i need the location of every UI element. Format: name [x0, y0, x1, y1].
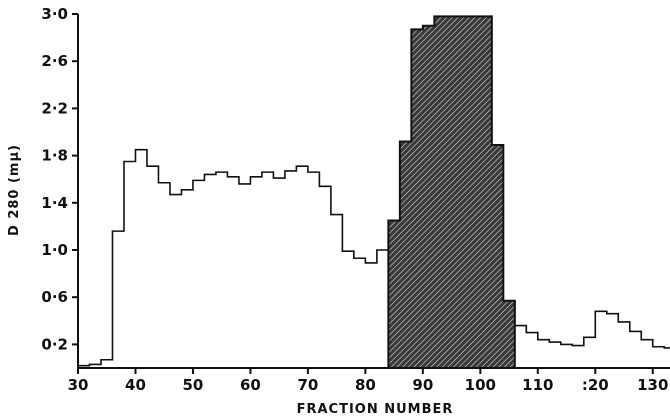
x-tick-label: 110	[522, 376, 553, 394]
plot-area	[78, 15, 670, 369]
hatched-bar	[411, 29, 424, 369]
x-tick-label: 100	[465, 376, 496, 394]
hatched-bar	[480, 16, 493, 369]
x-tick-label: :20	[582, 376, 609, 394]
hatched-bar	[503, 300, 516, 368]
hatched-bar	[468, 16, 481, 369]
ticks: 30 40 50 60 70 80 90 100 110 :20 130 0·2 0·6 1·0 1·4 1·…	[41, 5, 668, 394]
hatched-bar	[422, 25, 435, 369]
x-tick-label: 90	[412, 376, 433, 394]
y-tick-label: 1·8	[41, 147, 68, 165]
y-tick-label: 2·2	[41, 99, 68, 117]
y-axis-title: D 280 (mμ)	[7, 144, 22, 236]
axes	[77, 14, 670, 369]
hatched-bar	[457, 16, 470, 369]
hatched-bar	[388, 220, 401, 368]
hatched-bar	[399, 141, 412, 368]
x-tick-label: 50	[183, 376, 204, 394]
hatched-bar	[434, 16, 447, 369]
x-axis-title: FRACTION NUMBER	[297, 402, 454, 417]
y-tick-label: 1·4	[41, 194, 68, 212]
x-tick-label: 30	[68, 376, 89, 394]
hatched-bar	[491, 144, 504, 368]
x-tick-label: 60	[240, 376, 261, 394]
y-tick-label: 1·0	[41, 241, 68, 259]
y-tick-label: 3·0	[41, 5, 68, 23]
hatched-bar	[445, 16, 458, 369]
x-tick-label: 130	[637, 376, 668, 394]
y-tick-label: 2·6	[41, 52, 68, 70]
step-series-line	[514, 310, 670, 349]
hatched-block-outline	[387, 15, 516, 368]
x-tick-label: 40	[125, 376, 146, 394]
y-tick-label: 0·2	[41, 335, 68, 353]
y-tick-label: 0·6	[41, 288, 68, 306]
x-tick-label: 80	[355, 376, 376, 394]
x-tick-label: 70	[297, 376, 318, 394]
step-series-line	[78, 148, 389, 367]
